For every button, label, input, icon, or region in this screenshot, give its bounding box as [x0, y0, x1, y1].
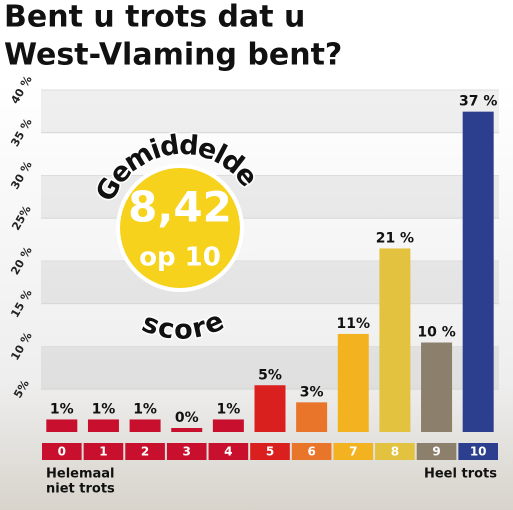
grid-band: [41, 261, 499, 304]
category-box: [42, 443, 82, 460]
x-tick-label: 8: [391, 445, 399, 459]
category-box: [208, 443, 249, 460]
value-label: 21 %: [376, 230, 414, 246]
value-label: 1%: [133, 401, 157, 417]
value-label: 3%: [300, 384, 324, 400]
left-annotation-2: niet trots: [46, 482, 115, 497]
x-tick-label: 10: [470, 445, 487, 459]
bar: [379, 248, 411, 432]
x-tick-label: 1: [99, 445, 107, 459]
category-box: [291, 443, 332, 460]
value-label: 1%: [216, 401, 240, 417]
value-label: 1%: [50, 401, 74, 417]
plot: 5%10 %15 %20 %25%30 %35 %40 %01%11%21%30…: [8, 73, 499, 460]
category-box: [458, 443, 498, 460]
grid-band: [41, 175, 499, 219]
badge-scale: op 10: [139, 243, 221, 273]
x-tick-label: 9: [432, 445, 440, 459]
bar: [87, 419, 119, 432]
left-annotation-1: Helemaal: [46, 467, 115, 482]
x-tick-label: 0: [58, 445, 66, 459]
x-tick-label: 2: [141, 445, 149, 459]
value-label: 0%: [175, 410, 199, 426]
bar: [421, 342, 453, 432]
x-tick-label: 4: [224, 445, 232, 459]
x-tick-label: 7: [349, 445, 357, 459]
x-tick-label: 6: [307, 445, 315, 459]
bar: [296, 402, 328, 432]
category-box: [125, 443, 165, 460]
value-label: 37 %: [459, 94, 497, 110]
bar: [46, 419, 78, 432]
x-tick-label: 5: [266, 445, 274, 459]
bar: [254, 385, 286, 432]
chart-title-line-2: West-Vlaming bent?: [4, 38, 342, 73]
badge-score: 8,42: [128, 183, 232, 232]
category-box: [83, 443, 124, 460]
value-label: 10 %: [417, 325, 455, 341]
category-box: [166, 443, 207, 460]
bar: [129, 419, 161, 432]
bar: [462, 111, 494, 433]
right-annotation: Heel trots: [424, 467, 497, 482]
category-box: [416, 443, 457, 460]
value-label: 1%: [92, 401, 116, 417]
x-tick-label: 3: [183, 445, 191, 459]
category-box: [250, 443, 290, 460]
badge-circle: [116, 164, 244, 292]
grid-band: [41, 90, 499, 133]
bar: [171, 428, 203, 432]
category-box: [333, 443, 374, 460]
chart-title-line-1: Bent u trots dat u: [4, 0, 305, 35]
bar: [212, 419, 244, 432]
category-box: [375, 443, 415, 460]
bar: [337, 333, 369, 432]
background: [0, 80, 513, 510]
value-label: 5%: [258, 367, 282, 383]
value-label: 11%: [337, 316, 371, 332]
